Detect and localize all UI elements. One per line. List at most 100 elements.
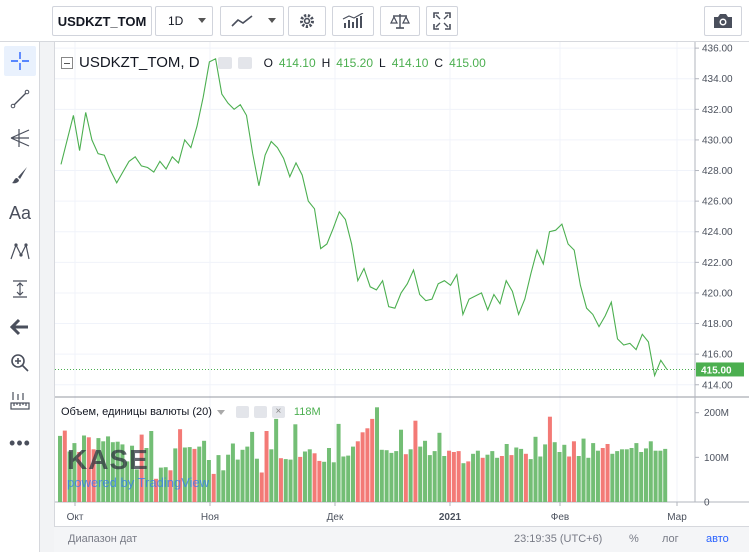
zoom-tool[interactable]	[4, 348, 36, 378]
interval-label: 1D	[168, 14, 184, 28]
compare-scale-icon	[390, 14, 410, 29]
chevron-down-icon	[198, 18, 206, 23]
volume-bar	[197, 446, 202, 502]
volume-bar	[552, 442, 557, 502]
volume-bar	[269, 449, 274, 502]
last-price-label: 415.00	[701, 365, 732, 376]
volume-bar	[653, 450, 658, 502]
volume-bar	[317, 460, 322, 502]
price-line-series	[60, 57, 668, 378]
chart-area[interactable]: 436.00 434.00 432.00 430.00 428.00 426.00 424.…	[54, 42, 749, 552]
chart-style-button[interactable]	[220, 6, 284, 36]
brush-tool[interactable]	[4, 160, 36, 190]
interval-button[interactable]: 1D	[155, 6, 213, 36]
volume-bar	[350, 446, 355, 502]
volume-bar	[278, 458, 283, 502]
volume-bar	[658, 450, 663, 502]
percent-toggle[interactable]: %	[629, 533, 639, 545]
pitchfork-icon	[10, 129, 30, 147]
clock-label[interactable]: 23:19:35 (UTC+6)	[514, 533, 603, 545]
ruler-icon	[13, 280, 27, 298]
volume-bar	[302, 451, 307, 502]
volume-bar	[629, 448, 634, 502]
gear-small-icon[interactable]	[253, 406, 267, 418]
pattern-tool[interactable]	[4, 236, 36, 266]
trendline-tool[interactable]	[4, 84, 36, 114]
volume-bar	[499, 456, 504, 502]
more-tools-button[interactable]: •••	[4, 428, 36, 458]
drawing-toolbar: Aa	[0, 42, 40, 552]
volume-bar	[442, 456, 447, 502]
fib-tool[interactable]	[4, 122, 36, 152]
volume-bar	[86, 437, 91, 502]
volume-legend-title: Объем, единицы валюты (20)	[61, 406, 212, 418]
volume-bar	[106, 436, 111, 502]
collapse-icon[interactable]	[61, 56, 73, 69]
text-tool[interactable]: Aa	[4, 198, 36, 228]
volume-bar	[58, 435, 62, 502]
chevron-down-icon[interactable]	[216, 409, 225, 415]
volume-bar	[259, 472, 264, 502]
volume-bar	[475, 450, 480, 502]
volume-bar	[230, 443, 235, 502]
price-axis-label: 414.00	[702, 380, 733, 391]
eye-icon[interactable]	[217, 56, 232, 69]
price-axis-label: 432.00	[702, 105, 733, 116]
indicators-button[interactable]	[332, 6, 374, 36]
snapshot-button[interactable]	[704, 6, 742, 36]
volume-bar	[187, 447, 192, 502]
volume-bar	[240, 449, 245, 502]
watermark-logo: KASE	[67, 444, 149, 475]
close-label: C	[434, 55, 444, 70]
high-value: 415.20	[336, 55, 373, 70]
volume-bar	[394, 451, 399, 502]
time-axis-label: Мар	[667, 512, 687, 523]
low-value: 414.10	[391, 55, 429, 70]
volume-bar	[125, 461, 130, 502]
volume-bar	[120, 444, 125, 502]
volume-bar	[586, 457, 591, 502]
price-axis-label: 426.00	[702, 197, 733, 208]
log-toggle[interactable]: лог	[662, 533, 679, 545]
auto-toggle[interactable]: авто	[706, 533, 729, 545]
volume-bar	[427, 455, 432, 502]
volume-bar	[226, 454, 231, 502]
volume-bar	[576, 456, 581, 502]
gear-small-icon[interactable]	[237, 56, 252, 69]
watermark-powered: powered by TradingView	[67, 475, 210, 490]
price-axis-label: 418.00	[702, 319, 733, 330]
volume-bar	[591, 443, 596, 502]
volume-bar	[91, 449, 96, 502]
close-icon[interactable]: ×	[271, 406, 285, 418]
chart-canvas[interactable]: 436.00 434.00 432.00 430.00 428.00 426.00 424.…	[55, 42, 749, 526]
volume-legend: Объем, единицы валюты (20) × 118M	[61, 406, 321, 418]
price-legend: USDKZT_TOM, D O 414.10 H 415.20 L 414.10…	[61, 54, 486, 71]
symbol-label: USDKZT_TOM	[57, 13, 147, 29]
symbol-search-button[interactable]: USDKZT_TOM	[52, 6, 152, 36]
volume-bar	[182, 447, 187, 502]
settings-button[interactable]	[288, 6, 326, 36]
top-toolbar: USDKZT_TOM 1D	[0, 0, 749, 42]
volume-bar	[466, 461, 471, 502]
back-tool[interactable]	[4, 312, 36, 342]
ruler-lock-tool[interactable]	[4, 386, 36, 416]
high-label: H	[321, 55, 331, 70]
volume-bar	[375, 407, 380, 502]
date-range-button[interactable]: Диапазон дат	[68, 533, 138, 545]
eye-icon[interactable]	[235, 406, 249, 418]
crosshair-tool[interactable]	[4, 46, 36, 76]
volume-bar	[600, 448, 605, 502]
time-axis-label: Ноя	[201, 512, 219, 523]
volume-bar	[130, 445, 135, 502]
time-axis-label: Фев	[551, 512, 569, 523]
fullscreen-button[interactable]	[426, 6, 458, 36]
volume-bar	[495, 457, 500, 502]
volume-bar	[384, 450, 389, 502]
volume-bar	[432, 451, 437, 502]
volume-bar	[567, 456, 572, 502]
compare-button[interactable]	[380, 6, 420, 36]
measure-tool[interactable]	[4, 274, 36, 304]
fullscreen-icon	[433, 12, 451, 30]
volume-bar	[619, 449, 624, 502]
pattern-icon	[10, 243, 30, 260]
